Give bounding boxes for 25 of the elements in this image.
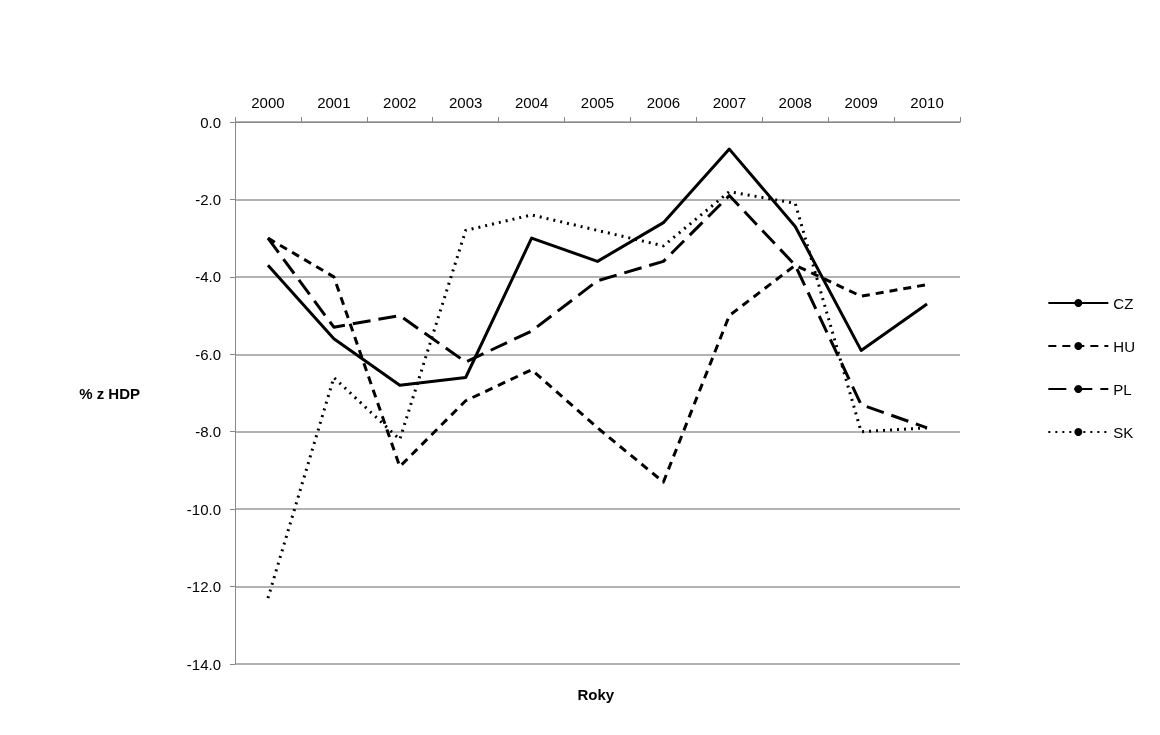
y-tick-label: 0.0 [200, 113, 221, 131]
y-tick-label: -4.0 [195, 268, 221, 286]
legend-label: PL [1113, 380, 1132, 398]
x-axis-title: Roky [577, 686, 615, 703]
legend-label: CZ [1113, 294, 1134, 312]
x-tick-label: 2010 [910, 94, 944, 111]
y-tick-label: -6.0 [195, 345, 221, 363]
x-tick-label: 2002 [383, 94, 417, 111]
legend-label: SK [1113, 423, 1134, 441]
y-tick-label: -14.0 [186, 655, 221, 673]
y-tick-label: -10.0 [186, 500, 221, 518]
y-tick-label: -12.0 [186, 578, 221, 596]
x-tick-label: 2001 [317, 94, 351, 111]
y-tick-label: -8.0 [195, 423, 221, 441]
y-axis-title: % z HDP [79, 384, 140, 402]
x-tick-label: 2007 [712, 94, 747, 111]
x-tick-label: 2009 [844, 94, 878, 111]
x-tick-label: 2008 [778, 94, 812, 111]
x-tick-label: 2005 [580, 94, 615, 111]
x-tick-label: 2003 [448, 94, 483, 111]
x-tick-label: 2006 [646, 94, 681, 111]
legend-label: HU [1113, 337, 1136, 355]
x-tick-label: 2000 [251, 94, 285, 111]
y-tick-label: -2.0 [195, 190, 221, 208]
x-tick-label: 2004 [514, 94, 549, 111]
